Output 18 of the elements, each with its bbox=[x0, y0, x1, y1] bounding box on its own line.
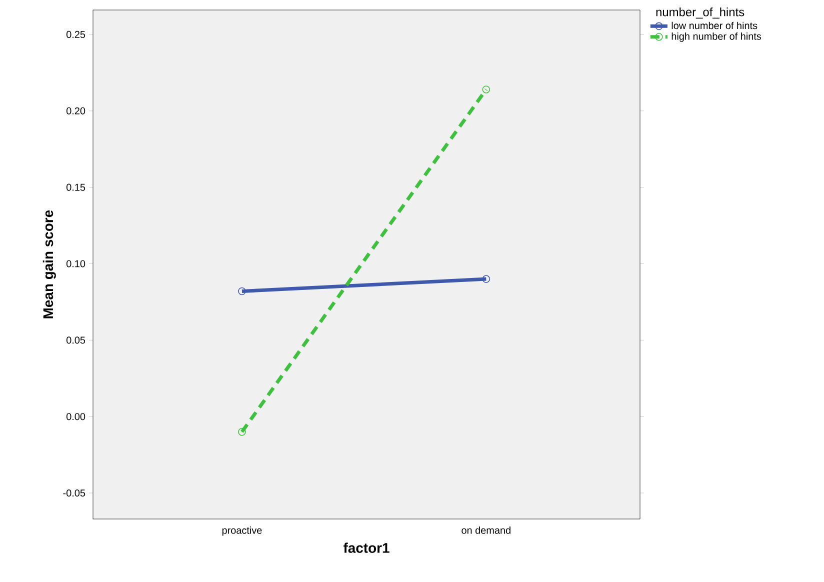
y-tick-label: 0.05 bbox=[66, 336, 86, 344]
legend-title: number_of_hints bbox=[656, 8, 744, 19]
legend-label: low number of hints bbox=[672, 22, 758, 30]
y-tick-label: 0.15 bbox=[66, 184, 86, 191]
y-tick-label: 0.10 bbox=[66, 260, 86, 268]
x-axis-title: factor1 bbox=[343, 542, 390, 553]
point bbox=[482, 275, 490, 283]
x-tick-label: on demand bbox=[462, 526, 510, 534]
point bbox=[238, 287, 246, 296]
y-tick-label: -0.05 bbox=[63, 489, 86, 497]
y-tick-label: 0.20 bbox=[66, 107, 86, 114]
x-tick-label: proactive bbox=[222, 526, 262, 536]
y-tick-label: 0.00 bbox=[66, 413, 86, 420]
y-tick-label: 0.25 bbox=[66, 30, 86, 38]
point bbox=[238, 428, 246, 436]
y-axis-title: Mean gain score bbox=[42, 210, 56, 318]
point bbox=[482, 86, 490, 94]
legend-label: high number of hints bbox=[672, 32, 762, 42]
